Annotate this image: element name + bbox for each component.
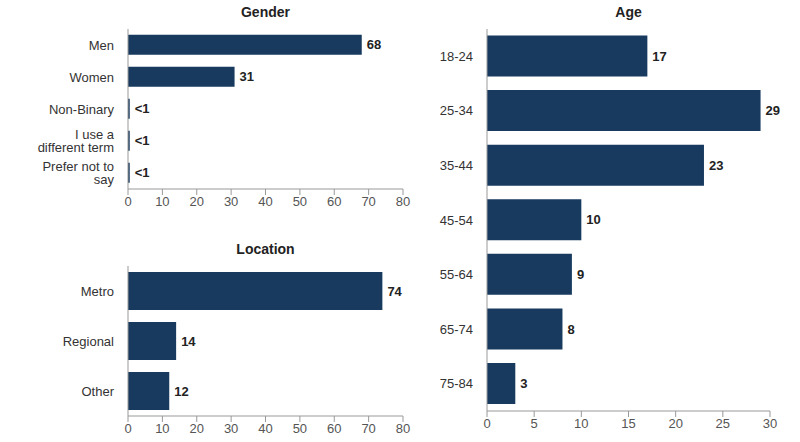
svg-text:60: 60 — [327, 194, 341, 209]
svg-text:Prefer not tosay: Prefer not tosay — [42, 159, 114, 187]
html-text:Location: Location — [236, 241, 295, 257]
svg-text:50: 50 — [293, 421, 307, 436]
svg-text:<1: <1 — [135, 101, 150, 116]
svg-text:10: 10 — [155, 421, 169, 436]
svg-text:I use adifferent term: I use adifferent term — [38, 127, 115, 155]
svg-text:9: 9 — [577, 267, 584, 282]
svg-text:74: 74 — [387, 284, 402, 299]
svg-text:25-34: 25-34 — [440, 103, 473, 118]
svg-text:Men: Men — [89, 38, 114, 53]
svg-text:<1: <1 — [135, 165, 150, 180]
svg-text:20: 20 — [668, 416, 682, 431]
svg-text:30: 30 — [224, 421, 238, 436]
svg-text:65-74: 65-74 — [440, 322, 473, 337]
svg-text:23: 23 — [709, 158, 723, 173]
svg-text:80: 80 — [396, 194, 410, 209]
svg-text:20: 20 — [190, 194, 204, 209]
svg-text:45-54: 45-54 — [440, 213, 473, 228]
svg-text:30: 30 — [763, 416, 777, 431]
svg-text:12: 12 — [174, 384, 188, 399]
svg-text:8: 8 — [567, 322, 574, 337]
svg-text:0: 0 — [124, 421, 131, 436]
svg-text:Women: Women — [69, 70, 114, 85]
svg-text:Non-Binary: Non-Binary — [49, 102, 115, 117]
svg-text:<1: <1 — [135, 133, 150, 148]
svg-text:0: 0 — [124, 194, 131, 209]
svg-text:20: 20 — [190, 421, 204, 436]
svg-text:3: 3 — [520, 376, 527, 391]
svg-text:40: 40 — [258, 421, 272, 436]
svg-text:14: 14 — [181, 334, 196, 349]
html-text:Gender: Gender — [241, 4, 290, 20]
svg-text:75-84: 75-84 — [440, 376, 473, 391]
svg-text:Other: Other — [81, 384, 114, 399]
svg-text:10: 10 — [155, 194, 169, 209]
svg-text:0: 0 — [483, 416, 490, 431]
svg-text:70: 70 — [361, 421, 375, 436]
svg-text:18-24: 18-24 — [440, 49, 473, 64]
svg-text:Metro: Metro — [81, 284, 114, 299]
svg-text:25: 25 — [716, 416, 730, 431]
svg-text:10: 10 — [586, 212, 600, 227]
svg-text:68: 68 — [367, 37, 381, 52]
svg-text:29: 29 — [766, 103, 780, 118]
svg-text:70: 70 — [361, 194, 375, 209]
svg-text:Regional: Regional — [63, 334, 114, 349]
svg-text:50: 50 — [293, 194, 307, 209]
html-text:Age: Age — [615, 4, 642, 20]
svg-text:35-44: 35-44 — [440, 158, 473, 173]
svg-text:10: 10 — [574, 416, 588, 431]
svg-text:17: 17 — [652, 49, 666, 64]
svg-text:60: 60 — [327, 421, 341, 436]
svg-text:80: 80 — [396, 421, 410, 436]
svg-text:31: 31 — [240, 69, 254, 84]
svg-text:40: 40 — [258, 194, 272, 209]
svg-text:30: 30 — [224, 194, 238, 209]
svg-text:55-64: 55-64 — [440, 267, 473, 282]
svg-text:15: 15 — [621, 416, 635, 431]
svg-text:5: 5 — [531, 416, 538, 431]
